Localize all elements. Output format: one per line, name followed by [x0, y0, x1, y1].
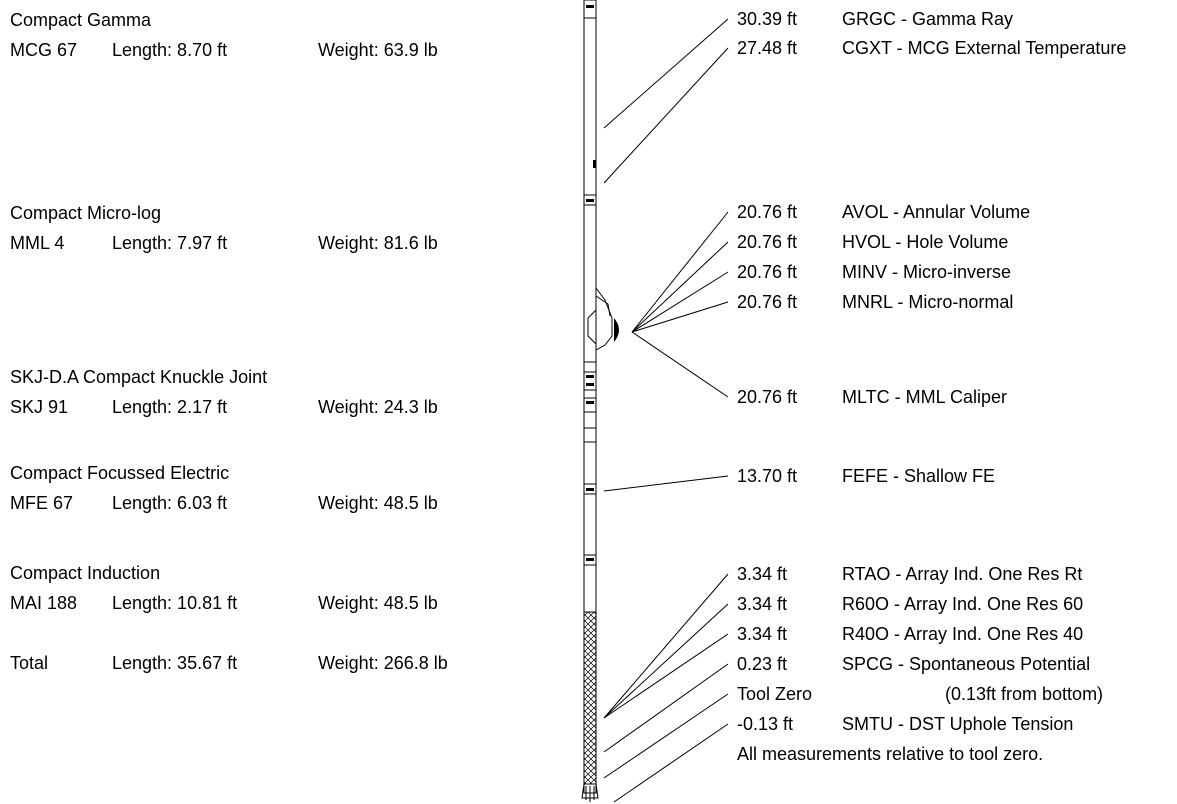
total-label: Total [10, 653, 49, 673]
tool-name: Compact Micro-log [10, 203, 162, 223]
measure-label: MINV - Micro-inverse [842, 262, 1012, 282]
measure-offset: 20.76 ft [737, 202, 798, 222]
tool-name: Compact Focussed Electric [10, 463, 230, 483]
tool-zero-label: Tool Zero [737, 684, 813, 704]
tool-code: SKJ 91 [10, 397, 69, 417]
measure-label: SMTU - DST Uphole Tension [842, 714, 1074, 734]
measure-label: CGXT - MCG External Temperature [842, 38, 1127, 58]
microlog-pad-face [614, 318, 619, 342]
tool-code: MAI 188 [10, 593, 78, 613]
tool-code: MML 4 [10, 233, 65, 253]
tool-length: Length: 7.97 ft [112, 233, 228, 253]
tool-length: Length: 10.81 ft [112, 593, 238, 613]
measure-offset: 27.48 ft [737, 38, 798, 58]
measure-label: GRGC - Gamma Ray [842, 9, 1014, 29]
measure-offset: 13.70 ft [737, 466, 798, 486]
tool-code: MCG 67 [10, 40, 78, 60]
tool-weight: Weight: 24.3 lb [318, 397, 438, 417]
tool-code: MFE 67 [10, 493, 74, 513]
tool-name: Compact Induction [10, 563, 161, 583]
measure-label: MLTC - MML Caliper [842, 387, 1008, 407]
leader-lines [603, 18, 729, 803]
measure-label: R60O - Array Ind. One Res 60 [842, 594, 1084, 614]
measure-offset: 3.34 ft [737, 564, 788, 584]
measure-offset: 0.23 ft [737, 654, 788, 674]
tool-name: Compact Gamma [10, 10, 152, 30]
measure-offset: 20.76 ft [737, 262, 798, 282]
tool-weight: Weight: 48.5 lb [318, 593, 438, 613]
measure-offset: 20.76 ft [737, 232, 798, 252]
measure-offset: 20.76 ft [737, 292, 798, 312]
measure-offset: 20.76 ft [737, 387, 798, 407]
joint-marks [586, 5, 596, 561]
tool-name: SKJ-D.A Compact Knuckle Joint [10, 367, 268, 387]
tool-weight: Weight: 48.5 lb [318, 493, 438, 513]
tool-bottom-nose [581, 783, 599, 802]
tool-length: Length: 8.70 ft [112, 40, 228, 60]
induction-array [583, 611, 597, 785]
measure-label: AVOL - Annular Volume [842, 202, 1031, 222]
measure-offset: 3.34 ft [737, 594, 788, 614]
tool-weight: Weight: 63.9 lb [318, 40, 438, 60]
tool-weight: Weight: 81.6 lb [318, 233, 438, 253]
total-weight: Weight: 266.8 lb [318, 653, 448, 673]
tool-length: Length: 6.03 ft [112, 493, 228, 513]
measure-offset: 30.39 ft [737, 9, 798, 29]
measure-offset: 3.34 ft [737, 624, 788, 644]
measure-label: FEFE - Shallow FE [842, 466, 996, 486]
measure-label: SPCG - Spontaneous Potential [842, 654, 1091, 674]
microlog-pad [587, 287, 613, 351]
tool-length: Length: 2.17 ft [112, 397, 228, 417]
footer-note: All measurements relative to tool zero. [737, 744, 1044, 764]
measure-label: R40O - Array Ind. One Res 40 [842, 624, 1084, 644]
tool-zero-note: (0.13ft from bottom) [945, 684, 1104, 704]
total-length: Length: 35.67 ft [112, 653, 238, 673]
measure-offset: -0.13 ft [737, 714, 794, 734]
measure-label: HVOL - Hole Volume [842, 232, 1009, 252]
measure-label: MNRL - Micro-normal [842, 292, 1014, 312]
measure-label: RTAO - Array Ind. One Res Rt [842, 564, 1083, 584]
